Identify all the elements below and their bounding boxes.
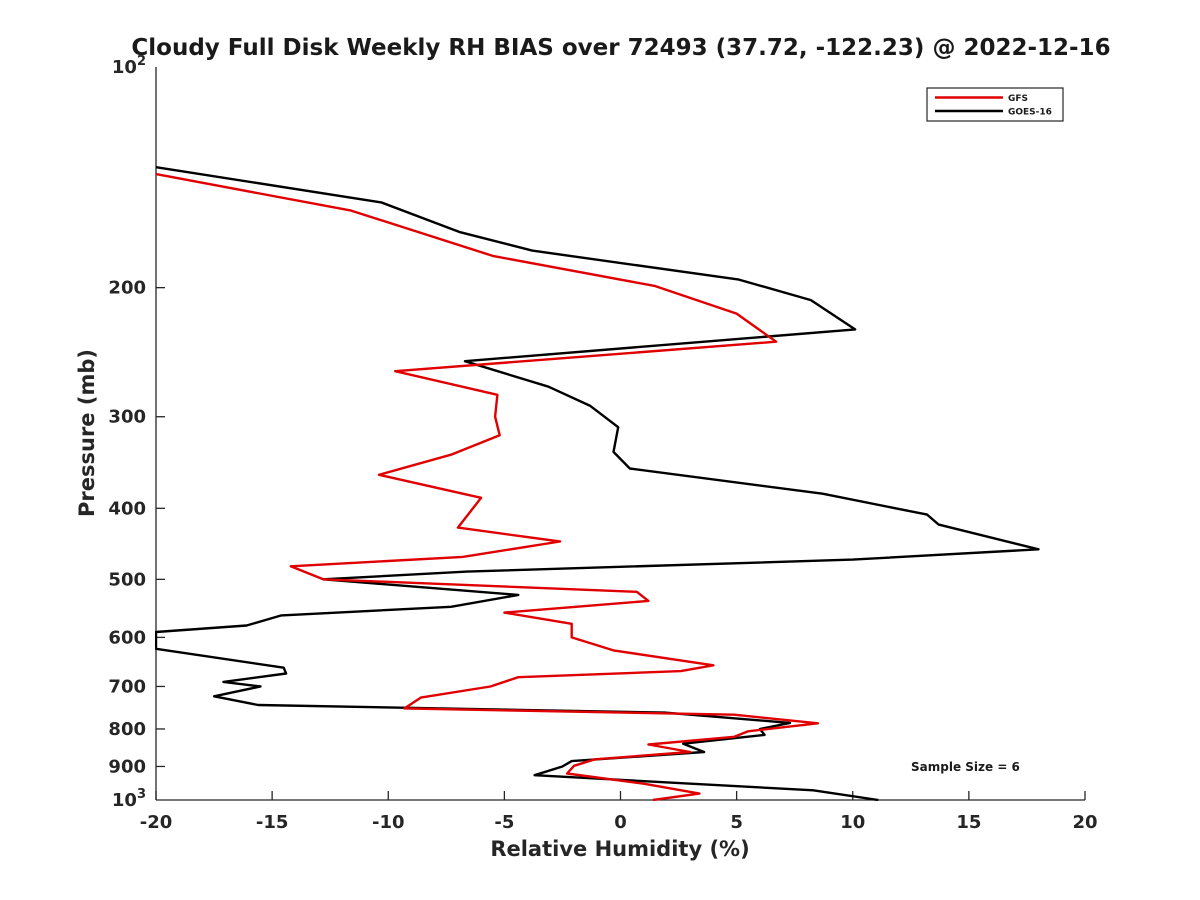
y-axis-label: Pressure (mb) [75, 349, 99, 517]
chart: Cloudy Full Disk Weekly RH BIAS over 724… [0, 0, 1200, 900]
y-tick-label: 900 [108, 756, 146, 777]
series-line-gfs [156, 174, 818, 800]
y-tick-label: 200 [108, 278, 146, 299]
x-tick-label: -15 [256, 812, 289, 833]
legend-label-goes-16: GOES-16 [1008, 108, 1052, 118]
x-axis-label: Relative Humidity (%) [490, 837, 749, 861]
y-tick-label: 700 [108, 676, 146, 697]
y-tick-label: 103 [112, 787, 146, 811]
y-tick-label: 400 [108, 498, 146, 519]
sample-size-annotation: Sample Size = 6 [911, 760, 1020, 774]
legend: GFS GOES-16 [927, 88, 1063, 121]
y-tick-label: 800 [108, 719, 146, 740]
x-tick-label: -5 [494, 812, 514, 833]
x-ticks: -20 -15 -10 -5 0 5 10 15 20 [140, 791, 1098, 833]
x-tick-label: 15 [956, 812, 981, 833]
y-tick-label: 600 [108, 627, 146, 648]
x-tick-label: -10 [372, 812, 405, 833]
y-tick-label: 102 [112, 54, 146, 78]
x-tick-label: 20 [1072, 812, 1097, 833]
y-tick-label: 300 [108, 407, 146, 428]
series-line-goes-16 [156, 167, 1039, 800]
x-tick-label: -20 [140, 812, 173, 833]
y-tick-label: 500 [108, 569, 146, 590]
chart-title: Cloudy Full Disk Weekly RH BIAS over 724… [131, 35, 1110, 61]
legend-label-gfs: GFS [1008, 94, 1028, 104]
x-tick-label: 0 [614, 812, 627, 833]
x-tick-label: 5 [730, 812, 743, 833]
x-tick-label: 10 [840, 812, 865, 833]
